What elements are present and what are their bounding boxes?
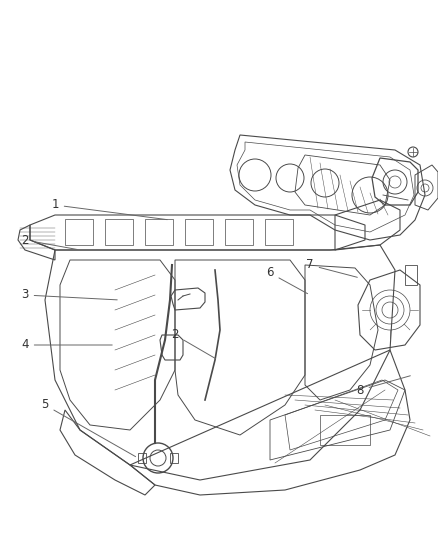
Text: 4: 4 [21,338,112,351]
Text: 8: 8 [356,376,410,397]
Text: 2: 2 [171,328,215,359]
Bar [138,453,146,463]
Text: 3: 3 [21,288,117,302]
Text: 5: 5 [41,399,136,457]
Text: 6: 6 [266,266,307,294]
Text: 1: 1 [51,198,167,220]
Bar [170,453,178,463]
Text: 7: 7 [306,259,357,277]
Bar [405,265,417,285]
Text: 2: 2 [21,233,77,249]
Bar [320,415,370,445]
